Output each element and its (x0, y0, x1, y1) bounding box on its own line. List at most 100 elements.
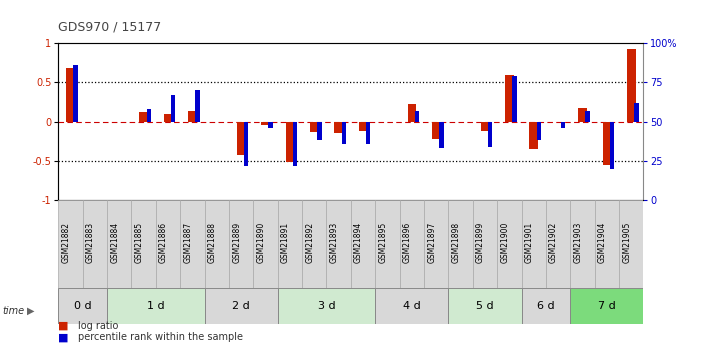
Bar (82, 200, 107, 288)
Text: GSM21898: GSM21898 (451, 222, 461, 263)
Bar (58, 200, 82, 288)
Text: GSM21887: GSM21887 (183, 222, 193, 263)
Bar (497, 200, 522, 288)
Text: GSM21888: GSM21888 (208, 222, 217, 263)
Bar (570, 200, 594, 288)
Bar (603, 122, 611, 165)
Text: log ratio: log ratio (78, 321, 119, 331)
Bar (278, 288, 375, 324)
Text: 7 d: 7 d (598, 301, 616, 311)
Bar (196, 90, 200, 122)
Bar (432, 122, 441, 139)
Text: 5 d: 5 d (476, 301, 493, 311)
Bar (530, 122, 538, 149)
Text: GSM21904: GSM21904 (598, 221, 607, 263)
Bar (269, 122, 273, 128)
Text: GSM21900: GSM21900 (501, 221, 509, 263)
Bar (341, 122, 346, 144)
Text: GSM21901: GSM21901 (525, 222, 534, 263)
Text: GSM21896: GSM21896 (403, 222, 412, 263)
Bar (171, 95, 176, 122)
Bar (326, 200, 351, 288)
Text: GSM21892: GSM21892 (305, 222, 314, 263)
Bar (570, 288, 643, 324)
Text: 3 d: 3 d (318, 301, 336, 311)
Text: ■: ■ (58, 321, 69, 331)
Text: GSM21902: GSM21902 (549, 222, 558, 263)
Text: GSM21895: GSM21895 (378, 222, 387, 263)
Bar (334, 122, 343, 134)
Bar (473, 200, 497, 288)
Bar (522, 200, 546, 288)
Text: 6 d: 6 d (537, 301, 555, 311)
Text: GSM21903: GSM21903 (574, 221, 582, 263)
Text: GSM21889: GSM21889 (232, 222, 241, 263)
Text: ▶: ▶ (27, 306, 35, 315)
Bar (73, 65, 77, 122)
Bar (66, 68, 75, 122)
Text: GDS970 / 15177: GDS970 / 15177 (58, 21, 161, 34)
Bar (585, 111, 590, 122)
Bar (481, 122, 489, 131)
Bar (244, 122, 248, 166)
Bar (424, 200, 449, 288)
Bar (407, 104, 416, 122)
Bar (156, 200, 180, 288)
Bar (415, 111, 419, 122)
Bar (400, 200, 424, 288)
Bar (205, 288, 278, 324)
Bar (561, 122, 565, 128)
Text: ■: ■ (58, 333, 69, 342)
Bar (513, 76, 517, 122)
Text: GSM21890: GSM21890 (257, 222, 265, 263)
Text: GSM21882: GSM21882 (61, 222, 70, 263)
Text: 1 d: 1 d (147, 301, 165, 311)
Text: GSM21891: GSM21891 (281, 222, 290, 263)
Bar (537, 122, 541, 140)
Bar (253, 200, 278, 288)
Bar (505, 75, 513, 122)
Text: 0 d: 0 d (74, 301, 92, 311)
Bar (205, 200, 229, 288)
Bar (310, 122, 319, 132)
Bar (164, 114, 172, 122)
Bar (261, 122, 269, 125)
Bar (107, 288, 205, 324)
Bar (488, 122, 492, 147)
Bar (107, 200, 132, 288)
Bar (180, 200, 205, 288)
Bar (317, 122, 321, 140)
Bar (351, 200, 375, 288)
Text: GSM21893: GSM21893 (330, 222, 338, 263)
Bar (302, 200, 326, 288)
Bar (594, 200, 619, 288)
Bar (439, 122, 444, 148)
Text: GSM21894: GSM21894 (354, 222, 363, 263)
Bar (449, 200, 473, 288)
Bar (634, 103, 638, 122)
Bar (229, 200, 253, 288)
Text: GSM21883: GSM21883 (86, 222, 95, 263)
Text: GSM21905: GSM21905 (622, 221, 631, 263)
Bar (366, 122, 370, 144)
Bar (278, 200, 302, 288)
Text: time: time (2, 306, 24, 315)
Bar (619, 200, 643, 288)
Bar (578, 108, 587, 122)
Bar (139, 112, 148, 122)
Bar (449, 288, 522, 324)
Text: 4 d: 4 d (403, 301, 421, 311)
Bar (359, 122, 368, 131)
Bar (627, 49, 636, 122)
Bar (522, 288, 570, 324)
Text: percentile rank within the sample: percentile rank within the sample (78, 333, 243, 342)
Bar (237, 122, 245, 155)
Bar (188, 111, 197, 122)
Text: GSM21886: GSM21886 (159, 222, 168, 263)
Bar (546, 200, 570, 288)
Text: GSM21884: GSM21884 (110, 222, 119, 263)
Bar (132, 200, 156, 288)
Bar (375, 200, 400, 288)
Bar (293, 122, 297, 166)
Text: 2 d: 2 d (232, 301, 250, 311)
